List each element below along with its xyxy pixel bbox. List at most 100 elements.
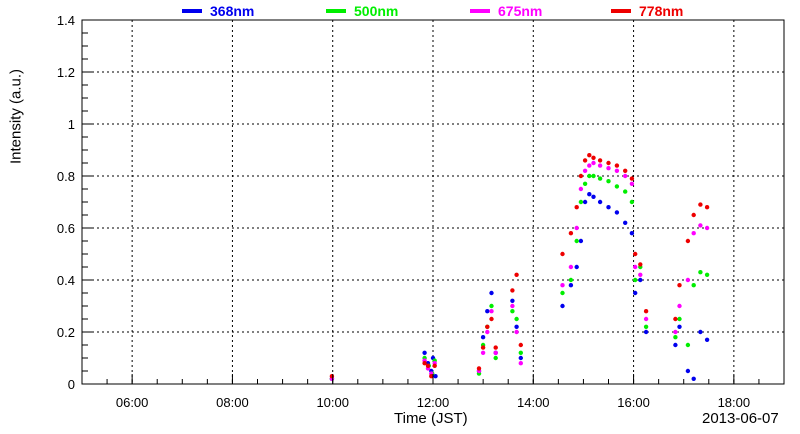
data-point-368nm xyxy=(574,264,579,270)
data-point-675nm xyxy=(606,166,611,171)
data-point-778nm xyxy=(422,361,427,366)
y-tick-label: 1 xyxy=(68,117,75,132)
data-point-778nm xyxy=(429,374,434,379)
data-point-675nm xyxy=(518,361,523,366)
data-point-500nm xyxy=(698,270,703,275)
data-point-675nm xyxy=(582,168,588,173)
data-point-778nm xyxy=(623,168,628,173)
legend-item-778nm: 778nm xyxy=(611,2,683,20)
data-point-500nm xyxy=(587,173,592,179)
data-point-778nm xyxy=(704,205,710,210)
x-tick-label: 16:00 xyxy=(617,395,650,410)
data-point-368nm xyxy=(623,220,628,225)
data-point-368nm xyxy=(597,199,603,205)
data-point-675nm xyxy=(643,316,649,322)
legend-label: 368nm xyxy=(210,3,255,19)
data-point-675nm xyxy=(614,168,620,173)
legend-label: 778nm xyxy=(639,3,684,19)
data-point-368nm xyxy=(691,376,696,381)
data-point-368nm xyxy=(560,303,565,309)
data-point-675nm xyxy=(623,173,628,179)
data-point-368nm xyxy=(518,355,523,361)
y-tick-label: 0.6 xyxy=(57,221,75,236)
data-point-368nm xyxy=(422,350,427,355)
data-point-675nm xyxy=(578,186,584,192)
data-point-778nm xyxy=(489,316,494,322)
data-point-778nm xyxy=(578,173,584,179)
data-point-778nm xyxy=(476,366,482,371)
data-point-778nm xyxy=(591,155,596,160)
data-point-675nm xyxy=(677,303,682,309)
data-point-500nm xyxy=(578,199,584,205)
date-label: 2013-06-07 xyxy=(702,410,779,427)
data-point-675nm xyxy=(704,225,710,231)
data-point-500nm xyxy=(614,184,620,189)
data-point-778nm xyxy=(425,363,431,368)
data-point-368nm xyxy=(582,199,588,205)
data-point-778nm xyxy=(597,158,603,163)
data-point-368nm xyxy=(587,192,592,197)
data-point-675nm xyxy=(673,329,678,335)
data-point-675nm xyxy=(480,350,486,355)
x-tick-label: 12:00 xyxy=(417,395,450,410)
data-point-778nm xyxy=(691,212,696,218)
data-point-778nm xyxy=(643,309,649,314)
y-tick-label: 0.2 xyxy=(57,325,75,340)
data-point-368nm xyxy=(638,277,643,283)
data-point-778nm xyxy=(510,288,515,293)
data-point-500nm xyxy=(518,350,523,355)
data-point-500nm xyxy=(568,277,574,283)
data-point-368nm xyxy=(643,329,649,335)
legend-swatch xyxy=(611,9,631,13)
y-tick-label: 1.2 xyxy=(57,65,75,80)
data-point-778nm xyxy=(673,316,678,322)
x-tick-label: 06:00 xyxy=(116,395,149,410)
legend-item-675nm: 675nm xyxy=(470,2,542,20)
data-point-675nm xyxy=(587,163,592,168)
data-point-675nm xyxy=(493,350,498,355)
data-point-368nm xyxy=(480,335,486,340)
data-point-368nm xyxy=(629,231,635,236)
legend-item-500nm: 500nm xyxy=(326,2,398,20)
data-point-675nm xyxy=(560,283,565,288)
data-point-368nm xyxy=(489,290,494,296)
x-tick-label: 14:00 xyxy=(517,395,550,410)
data-point-675nm xyxy=(591,160,596,166)
data-point-500nm xyxy=(510,309,515,314)
grid-layer xyxy=(82,20,784,384)
data-point-368nm xyxy=(591,194,596,199)
legend-label: 675nm xyxy=(498,3,543,19)
data-point-368nm xyxy=(673,342,678,348)
data-point-500nm xyxy=(633,277,638,283)
data-point-675nm xyxy=(685,277,691,283)
data-point-778nm xyxy=(587,153,592,158)
data-point-778nm xyxy=(485,324,490,329)
data-point-500nm xyxy=(574,238,579,244)
data-point-778nm xyxy=(329,374,335,379)
data-point-500nm xyxy=(643,324,649,329)
x-tick-label: 08:00 xyxy=(216,395,249,410)
data-point-500nm xyxy=(704,272,710,277)
data-point-368nm xyxy=(578,238,584,244)
data-point-368nm xyxy=(510,298,515,303)
data-point-500nm xyxy=(493,355,498,361)
data-point-675nm xyxy=(489,309,494,314)
data-point-778nm xyxy=(493,345,498,350)
data-point-500nm xyxy=(582,181,588,186)
data-point-500nm xyxy=(606,179,611,184)
data-point-675nm xyxy=(597,163,603,168)
data-point-675nm xyxy=(510,303,515,309)
data-point-500nm xyxy=(691,283,696,288)
data-point-778nm xyxy=(582,158,588,163)
data-point-778nm xyxy=(614,163,620,168)
y-tick-label: 0.8 xyxy=(57,169,75,184)
data-point-675nm xyxy=(698,223,703,228)
ticks-layer: 06:00 08:00 10:00 12:00 14:00 16:00 18:00 0 0.2 0… xyxy=(57,13,785,410)
data-point-675nm xyxy=(514,329,519,335)
data-point-500nm xyxy=(677,316,682,322)
data-point-500nm xyxy=(623,189,628,194)
data-point-368nm xyxy=(685,368,691,374)
data-point-368nm xyxy=(606,205,611,210)
data-point-500nm xyxy=(685,342,691,348)
data-point-778nm xyxy=(677,283,682,288)
